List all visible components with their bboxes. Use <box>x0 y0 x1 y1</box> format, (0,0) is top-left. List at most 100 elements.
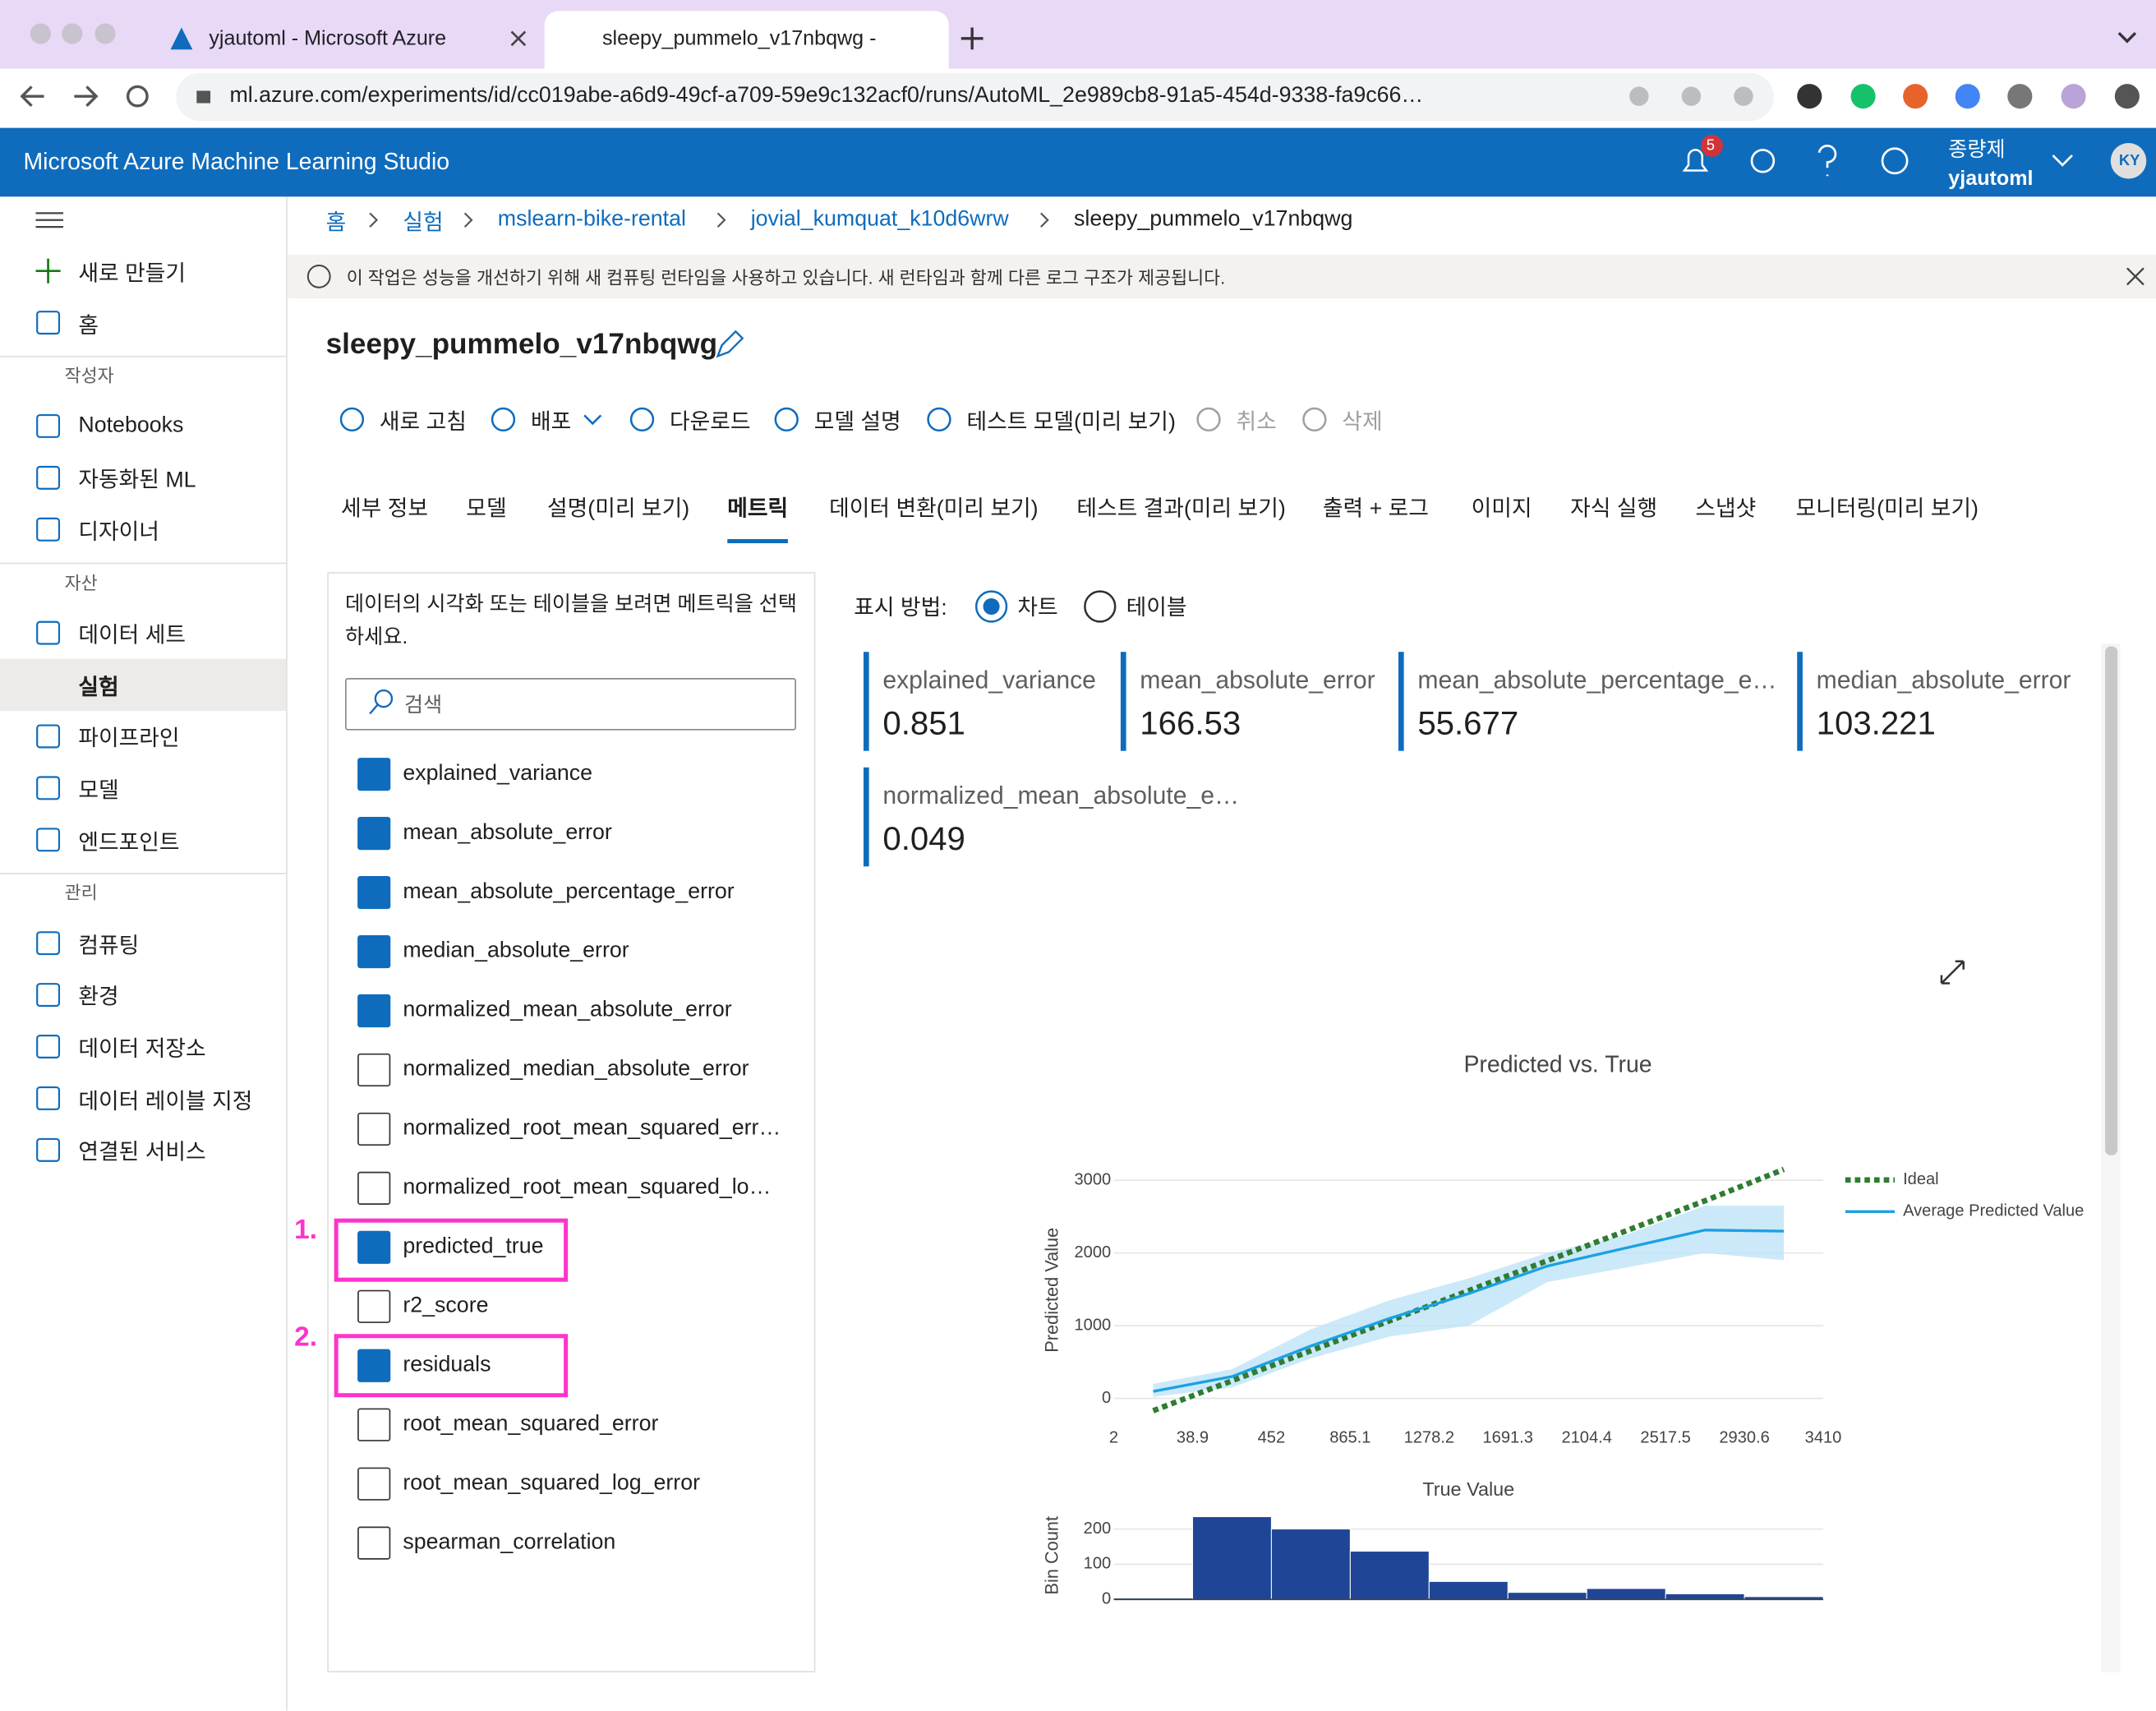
histogram-bar <box>1507 1592 1587 1600</box>
y-tick-label: 3000 <box>1074 1170 1111 1188</box>
page-tab[interactable]: 스냅샷 <box>1695 497 1757 522</box>
breadcrumb-separator <box>369 212 379 228</box>
new-tab <box>961 27 984 50</box>
page-tab[interactable]: 세부 정보 <box>341 497 428 522</box>
breadcrumb-item[interactable]: 홈 <box>325 211 347 236</box>
checkbox[interactable] <box>357 817 391 851</box>
view-option[interactable]: 차트 <box>1017 597 1058 620</box>
metric-option[interactable]: root_mean_squared_log_error <box>403 1471 701 1496</box>
annotation-label: 1. <box>294 1215 318 1246</box>
page-tab[interactable]: 테스트 결과(미리 보기) <box>1076 497 1286 522</box>
toolbar-button[interactable]: 삭제 <box>1342 411 1383 435</box>
metric-option[interactable]: explained_variance <box>403 762 593 786</box>
metric-option[interactable]: root_mean_squared_error <box>403 1412 659 1437</box>
checkbox[interactable] <box>357 758 391 791</box>
url-text: ml.azure.com/experiments/id/cc019abe-a6d… <box>229 84 1424 108</box>
checkbox[interactable] <box>357 1526 391 1560</box>
metric-option[interactable]: normalized_median_absolute_error <box>403 1057 749 1081</box>
toolbar-button[interactable]: 배포 <box>530 411 572 435</box>
sidebar-item[interactable]: 엔드포인트 <box>78 831 180 856</box>
card-value: 55.677 <box>1417 705 1519 743</box>
checkbox[interactable] <box>357 1349 391 1382</box>
checkbox[interactable] <box>357 1112 391 1146</box>
browser-tab[interactable] <box>544 11 949 69</box>
sidebar-item[interactable]: 컴퓨팅 <box>78 934 140 959</box>
checkbox[interactable] <box>357 1289 391 1323</box>
breadcrumb-item[interactable]: sleepy_pummelo_v17nbqwg <box>1073 207 1353 232</box>
browser-toolbar-icon <box>2007 84 2033 109</box>
search-box[interactable] <box>345 678 796 731</box>
sidebar-item[interactable]: 디자이너 <box>78 521 159 545</box>
window-button[interactable] <box>62 23 83 44</box>
page-tab[interactable]: 모니터링(미리 보기) <box>1795 497 1979 522</box>
legend-label: Ideal <box>1903 1170 1939 1188</box>
toolbar-icon <box>339 407 365 432</box>
window-button[interactable] <box>30 23 51 44</box>
metric-option[interactable]: r2_score <box>403 1294 489 1318</box>
checkbox[interactable] <box>357 1467 391 1501</box>
metric-option[interactable]: median_absolute_error <box>403 939 629 963</box>
y-tick-label: 1000 <box>1074 1316 1111 1334</box>
metric-option[interactable]: normalized_mean_absolute_error <box>403 998 732 1022</box>
sidebar-item[interactable]: 연결된 서비스 <box>78 1141 206 1165</box>
hamburger <box>35 212 63 228</box>
page-tab[interactable]: 메트릭 <box>727 497 789 522</box>
metric-option[interactable]: predicted_true <box>403 1234 544 1259</box>
sidebar-item[interactable]: 새로 만들기 <box>78 262 186 287</box>
metric-option[interactable]: mean_absolute_error <box>403 821 612 845</box>
checkbox[interactable] <box>357 1230 391 1264</box>
metric-option[interactable]: residuals <box>403 1353 491 1377</box>
checkbox[interactable] <box>357 994 391 1028</box>
browser-toolbar-icon <box>1681 86 1702 106</box>
page-tab[interactable]: 이미지 <box>1471 497 1532 522</box>
checkbox[interactable] <box>357 1171 391 1205</box>
view-option[interactable]: 테이블 <box>1126 597 1187 620</box>
toolbar-button[interactable]: 취소 <box>1236 411 1277 435</box>
x-tick-label: 865.1 <box>1329 1429 1371 1447</box>
sidebar-item[interactable]: 데이터 레이블 지정 <box>78 1090 253 1114</box>
sidebar-item[interactable]: 홈 <box>78 314 99 338</box>
checkbox[interactable] <box>357 876 391 910</box>
sidebar-heading: 자산 <box>64 572 98 593</box>
sidebar-item[interactable]: 데이터 세트 <box>78 625 186 648</box>
metric-option[interactable]: normalized_root_mean_squared_lo… <box>403 1175 772 1200</box>
checkbox[interactable] <box>357 934 391 969</box>
breadcrumb-item[interactable]: 실험 <box>403 211 444 236</box>
checkbox[interactable] <box>357 1053 391 1087</box>
card-name: median_absolute_error <box>1816 666 2071 694</box>
toolbar-button[interactable]: 새로 고침 <box>379 411 467 435</box>
metric-option[interactable]: mean_absolute_percentage_error <box>403 880 735 904</box>
toolbar-icon <box>774 407 799 432</box>
toolbar-button[interactable]: 모델 설명 <box>813 411 901 435</box>
card-value: 0.851 <box>882 705 965 743</box>
sidebar-item[interactable]: 실험 <box>78 676 119 700</box>
metric-option[interactable]: spearman_correlation <box>403 1530 616 1555</box>
browser-toolbar-icon <box>1734 86 1753 106</box>
breadcrumb-separator <box>463 212 473 228</box>
tab-strip <box>0 0 2156 69</box>
histogram-bar <box>1270 1529 1351 1600</box>
scrollbar-thumb[interactable] <box>2105 646 2118 1155</box>
page-tab[interactable]: 데이터 변환(미리 보기) <box>829 497 1039 522</box>
breadcrumb-item[interactable]: jovial_kumquat_k10d6wrw <box>750 207 1009 232</box>
toolbar-button[interactable]: 테스트 모델(미리 보기) <box>966 411 1176 435</box>
sidebar-item[interactable]: 데이터 저장소 <box>78 1038 206 1062</box>
sidebar-item[interactable]: 파이프라인 <box>78 727 180 752</box>
metric-option[interactable]: normalized_root_mean_squared_err… <box>403 1116 781 1141</box>
sidebar-item[interactable]: 자동화된 ML <box>78 469 196 493</box>
view-label: 표시 방법: <box>854 597 947 620</box>
checkbox[interactable] <box>357 1408 391 1441</box>
page-tab[interactable]: 모델 <box>466 497 507 522</box>
url-field[interactable] <box>176 72 1774 122</box>
page-tab[interactable]: 출력 + 로그 <box>1322 497 1429 522</box>
toolbar-button[interactable]: 다운로드 <box>669 411 751 435</box>
breadcrumb-item[interactable]: mslearn-bike-rental <box>497 207 686 232</box>
page-tab[interactable]: 설명(미리 보기) <box>547 497 690 522</box>
sidebar-item[interactable]: Notebooks <box>78 413 184 437</box>
sidebar-item[interactable]: 모델 <box>78 779 119 804</box>
feedback-icon <box>1881 147 1909 175</box>
sidebar-item[interactable]: 환경 <box>78 986 119 1010</box>
page-tab[interactable]: 자식 실행 <box>1570 497 1658 522</box>
window-button[interactable] <box>94 23 116 44</box>
sidebar-icon <box>35 258 61 284</box>
